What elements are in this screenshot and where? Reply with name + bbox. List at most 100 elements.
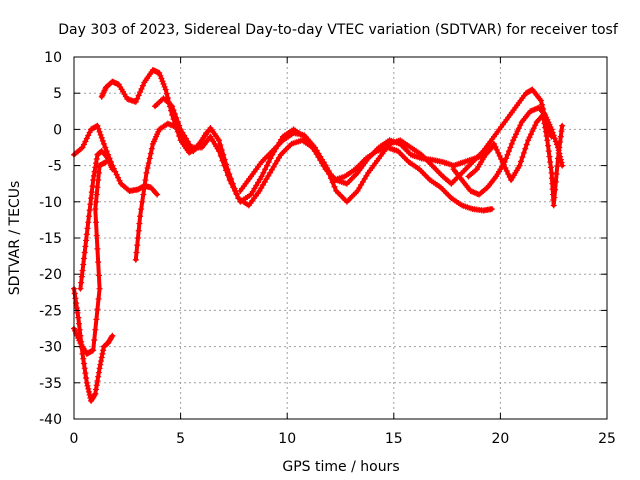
- data-point-marker: [95, 125, 102, 132]
- data-point-marker: [95, 259, 102, 266]
- y-tick-label: -5: [48, 159, 62, 175]
- data-point-marker: [554, 163, 561, 170]
- data-point-marker: [72, 295, 79, 302]
- data-point-marker: [545, 148, 552, 155]
- chart-title: Day 303 of 2023, Sidereal Day-to-day VTE…: [58, 22, 619, 38]
- data-point-marker: [503, 168, 510, 175]
- data-point-marker: [94, 245, 101, 252]
- data-point-marker: [94, 306, 101, 313]
- data-point-marker: [320, 159, 327, 166]
- data-point-marker: [148, 145, 155, 152]
- data-point-marker: [174, 118, 181, 125]
- data-point-marker: [82, 138, 89, 145]
- data-point-marker: [92, 164, 99, 171]
- data-point-marker: [147, 150, 154, 157]
- data-point-marker: [170, 107, 177, 114]
- data-point-marker: [101, 159, 108, 166]
- data-point-marker: [505, 171, 512, 178]
- data-point-marker: [217, 142, 224, 149]
- data-point-marker: [500, 161, 507, 168]
- data-point-marker: [144, 165, 151, 172]
- data-point-marker: [162, 86, 169, 93]
- series-track-a: [71, 122, 161, 198]
- data-point-marker: [83, 374, 90, 381]
- data-point-marker: [113, 171, 120, 178]
- data-point-marker: [253, 182, 260, 189]
- data-point-marker: [261, 178, 268, 185]
- data-point-marker: [89, 183, 96, 190]
- data-point-marker: [115, 174, 122, 181]
- data-point-marker: [94, 122, 101, 129]
- data-point-marker: [557, 133, 564, 140]
- data-point-marker: [523, 141, 530, 148]
- data-point-marker: [92, 326, 99, 333]
- data-point-marker: [158, 75, 165, 82]
- data-point-marker: [317, 153, 324, 160]
- data-point-marker: [311, 144, 318, 151]
- data-point-marker: [138, 85, 145, 92]
- data-point-marker: [548, 126, 555, 133]
- data-point-marker: [156, 69, 163, 76]
- data-point-marker: [541, 120, 548, 127]
- data-point-marker: [176, 122, 183, 129]
- grid-lines: [74, 57, 607, 419]
- data-point-marker: [85, 385, 92, 392]
- data-point-marker: [78, 279, 85, 286]
- data-point-marker: [160, 81, 167, 88]
- data-point-marker: [270, 163, 277, 170]
- data-point-marker: [93, 232, 100, 239]
- data-point-marker: [549, 129, 556, 136]
- data-point-marker: [137, 213, 144, 220]
- data-point-marker: [255, 179, 262, 186]
- data-point-marker: [182, 135, 189, 142]
- data-point-marker: [549, 180, 556, 187]
- data-point-marker: [75, 320, 82, 327]
- data-point-marker: [263, 175, 270, 182]
- data-point-marker: [177, 126, 184, 133]
- data-point-marker: [329, 179, 336, 186]
- data-point-marker: [554, 155, 561, 162]
- data-point-marker: [529, 128, 536, 135]
- data-point-marker: [171, 110, 178, 117]
- data-point-marker: [540, 111, 547, 118]
- data-point-marker: [550, 132, 557, 139]
- x-axis-label: GPS time / hours: [282, 459, 399, 475]
- data-point-marker: [274, 157, 281, 164]
- data-point-marker: [154, 191, 161, 198]
- data-point-marker: [230, 184, 237, 191]
- data-point-marker: [319, 156, 326, 163]
- data-point-marker: [99, 350, 106, 357]
- series-track-e: [237, 86, 555, 205]
- data-point-marker: [492, 143, 499, 150]
- data-point-marker: [504, 151, 511, 158]
- data-point-marker: [99, 137, 106, 144]
- data-point-marker: [86, 207, 93, 214]
- data-point-marker: [263, 162, 270, 169]
- y-tick-label: -15: [39, 231, 62, 247]
- data-point-marker: [95, 369, 102, 376]
- data-point-marker: [276, 154, 283, 161]
- data-point-marker: [82, 243, 89, 250]
- data-point-marker: [223, 167, 230, 174]
- data-point-marker: [515, 125, 522, 132]
- data-point-marker: [136, 220, 143, 227]
- data-point-marker: [224, 172, 231, 179]
- data-point-marker: [92, 390, 99, 397]
- data-point-marker: [498, 155, 505, 162]
- data-point-marker: [530, 125, 537, 132]
- data-point-marker: [133, 249, 140, 256]
- data-point-marker: [507, 144, 514, 151]
- data-point-marker: [93, 155, 100, 162]
- data-point-marker: [552, 186, 559, 193]
- data-point-marker: [83, 237, 90, 244]
- data-point-marker: [87, 201, 94, 208]
- data-point-marker: [488, 206, 495, 213]
- data-point-marker: [100, 347, 107, 354]
- data-point-marker: [249, 188, 256, 195]
- data-point-marker: [551, 194, 558, 201]
- data-point-marker: [85, 219, 92, 226]
- data-point-marker: [95, 169, 102, 176]
- data-point-marker: [85, 132, 92, 139]
- data-point-marker: [84, 382, 91, 389]
- data-point-marker: [555, 149, 562, 156]
